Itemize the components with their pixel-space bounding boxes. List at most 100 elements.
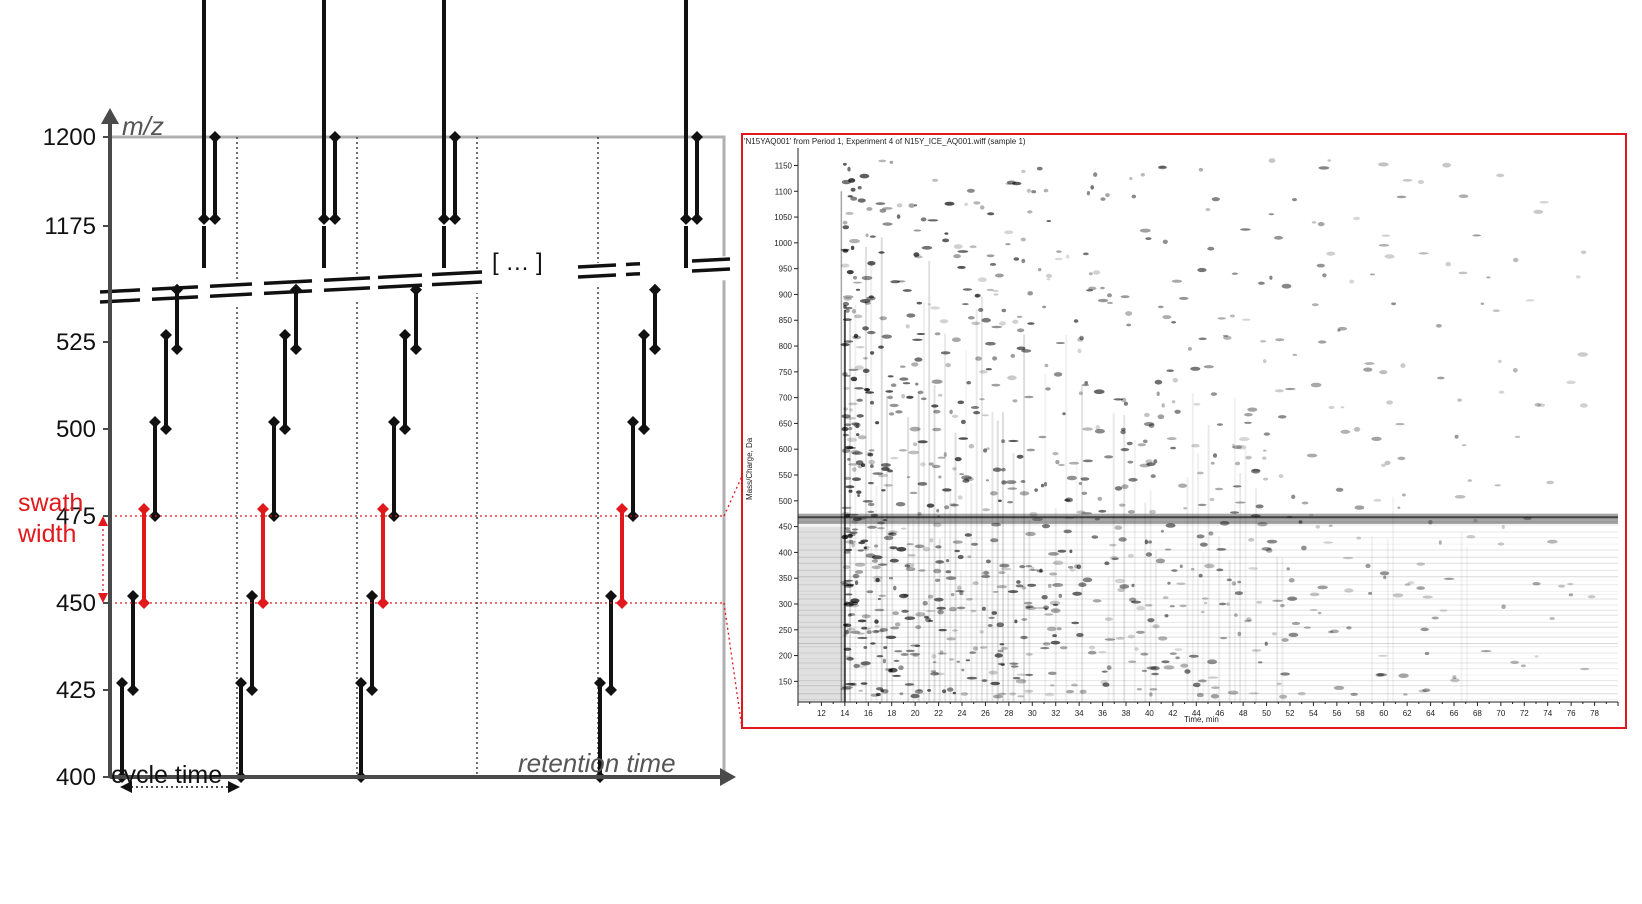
ion-feature (1222, 334, 1229, 337)
ion-feature (1190, 366, 1201, 371)
ion-feature (1346, 626, 1352, 630)
ion-feature (1580, 250, 1587, 254)
ion-feature (842, 295, 854, 299)
ion-feature (866, 630, 872, 635)
ion-feature (1092, 270, 1101, 275)
ion-feature (1069, 568, 1076, 572)
ion-feature (844, 584, 854, 588)
ion-feature (998, 571, 1006, 575)
ion-feature (1342, 557, 1354, 560)
panel-y-tick-label: 900 (779, 290, 793, 299)
ion-feature (1090, 185, 1094, 190)
ion-feature (1520, 664, 1526, 668)
ion-feature (1025, 606, 1031, 609)
isolation-window-end (355, 677, 367, 690)
ion-feature (1263, 359, 1267, 364)
ion-feature (987, 212, 995, 216)
ion-feature (979, 205, 985, 210)
ion-feature (842, 623, 849, 627)
ion-feature (881, 466, 890, 471)
ion-feature (1172, 377, 1179, 383)
ion-feature (843, 407, 849, 411)
ion-feature (935, 578, 941, 582)
ion-feature (1445, 261, 1451, 267)
ion-feature (881, 689, 889, 694)
ion-feature (998, 692, 1007, 696)
swath-label-line2: width (17, 520, 76, 548)
ion-feature (972, 646, 979, 651)
ion-feature (1575, 275, 1581, 279)
ion-feature (898, 449, 908, 452)
ion-feature (938, 475, 942, 479)
ion-feature (852, 517, 862, 521)
ion-feature (1016, 580, 1021, 584)
isolation-window-end (209, 212, 221, 225)
ion-feature (888, 530, 898, 534)
ion-feature (875, 577, 880, 583)
ion-feature (1079, 689, 1087, 694)
ion-feature (982, 508, 990, 512)
ion-feature (1323, 541, 1334, 544)
ion-feature (1049, 572, 1058, 576)
panel-border (741, 133, 1627, 729)
panel-y-tick-label: 250 (779, 626, 793, 635)
ion-feature (1040, 483, 1045, 488)
ion-feature (861, 614, 871, 619)
ion-feature (1157, 165, 1167, 170)
ion-feature (844, 476, 852, 480)
ion-feature (867, 452, 874, 457)
isolation-window-end (290, 283, 302, 296)
ion-feature (859, 299, 871, 303)
ion-feature (954, 457, 962, 462)
ion-feature (874, 625, 880, 628)
ion-feature (983, 570, 989, 575)
ion-feature (914, 644, 921, 648)
ion-feature (1076, 564, 1082, 570)
ion-feature (847, 195, 853, 198)
ion-feature (878, 251, 885, 254)
ion-feature (1217, 317, 1226, 320)
ion-feature (856, 346, 865, 349)
ion-feature (861, 548, 870, 551)
break-line (323, 286, 371, 293)
ion-feature (889, 546, 898, 550)
panel-y-tick-label: 150 (779, 677, 793, 686)
ion-feature (997, 662, 1005, 666)
ion-feature (867, 525, 877, 529)
ion-feature (1000, 567, 1012, 571)
ion-feature (992, 467, 1002, 472)
ion-feature (910, 693, 920, 699)
ion-feature (933, 409, 941, 414)
panel-y-tick-label: 450 (779, 523, 793, 532)
ion-feature (1238, 437, 1250, 441)
ion-feature (1073, 319, 1079, 323)
ion-feature (1045, 692, 1055, 697)
ion-feature (940, 351, 951, 355)
ion-feature (845, 629, 851, 634)
ion-feature (1000, 646, 1008, 651)
ion-feature (852, 573, 860, 579)
ion-feature (1381, 234, 1391, 237)
ion-feature (845, 540, 856, 544)
ion-feature (1192, 682, 1201, 688)
ion-feature (1145, 604, 1153, 607)
ion-feature (1027, 291, 1033, 296)
ion-feature (1015, 584, 1024, 588)
ion-feature (913, 252, 920, 257)
ion-feature (1373, 498, 1382, 502)
ion-feature (1193, 402, 1201, 406)
ion-feature (1514, 435, 1521, 438)
ion-feature (1284, 387, 1296, 391)
ion-feature (1149, 692, 1153, 697)
ion-feature (846, 657, 854, 661)
ion-feature (943, 452, 947, 457)
ion-feature (857, 186, 862, 190)
ion-feature (1337, 326, 1348, 331)
swath-guides (98, 515, 724, 793)
ion-feature (985, 368, 992, 371)
ion-feature (1094, 518, 1100, 521)
ion-feature (1171, 569, 1178, 572)
ion-feature (1036, 569, 1044, 573)
ion-feature (1309, 608, 1318, 611)
ion-feature (990, 538, 999, 543)
